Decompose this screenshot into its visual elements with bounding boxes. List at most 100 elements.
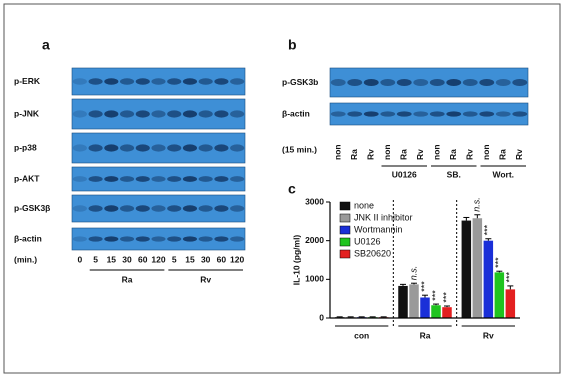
blot-row-label: p-AKT: [14, 173, 40, 183]
blot-band: [104, 176, 119, 182]
blot-band: [88, 205, 103, 212]
annotation: ***: [505, 272, 515, 283]
legend-swatch: [339, 225, 351, 235]
blot-band: [72, 78, 87, 85]
lane-label: 30: [122, 254, 132, 264]
time-label: (15 min.): [282, 144, 317, 154]
blot-band: [88, 110, 103, 118]
annotation: ***: [441, 292, 451, 303]
blot-band: [380, 111, 396, 117]
blot-band: [230, 205, 245, 212]
blot-band: [214, 78, 229, 85]
lane-label: Ra: [498, 149, 508, 160]
lane-label: 60: [217, 254, 227, 264]
group-label: U0126: [392, 169, 417, 179]
blot-band: [198, 78, 213, 85]
lane-label: non: [432, 144, 442, 160]
lane-label: 5: [172, 254, 177, 264]
blot-band: [214, 144, 229, 152]
blot-band: [151, 144, 166, 152]
blot-band: [396, 79, 412, 86]
blot-band: [167, 176, 182, 182]
blot-band: [88, 144, 103, 152]
annotation: ***: [419, 281, 429, 292]
lane-label: Rv: [366, 149, 376, 160]
blot-band: [198, 236, 213, 242]
blot-band: [135, 144, 150, 152]
blot-band: [380, 79, 396, 86]
annotation: n.s.: [408, 266, 418, 281]
x-tick-label: Rv: [483, 330, 494, 340]
lane-label: 0: [77, 254, 82, 264]
panel-label: b: [288, 37, 297, 53]
annotation: ***: [430, 290, 440, 301]
blot-band: [167, 236, 182, 242]
blot-band: [462, 111, 478, 117]
annotation: ***: [483, 225, 493, 236]
lane-label: Ra: [399, 149, 409, 160]
blot-band: [512, 79, 528, 86]
blot-band: [182, 205, 198, 212]
lane-label: 15: [107, 254, 117, 264]
blot-band: [72, 110, 87, 118]
blot-strip: [71, 227, 246, 251]
blot-band: [167, 205, 182, 212]
lane-label: 60: [138, 254, 148, 264]
annotation: n.s.: [472, 197, 482, 212]
bar: [409, 284, 419, 318]
blot-band: [446, 79, 462, 86]
blot-band: [72, 236, 87, 242]
blot-row-label: p-JNK: [14, 108, 40, 118]
blot-band: [396, 111, 412, 117]
legend-label: JNK II inhibitor: [354, 212, 413, 222]
blot-band: [330, 111, 346, 117]
bar: [483, 240, 494, 318]
blot-band: [119, 110, 135, 118]
blot-band: [104, 78, 119, 85]
blot-band: [198, 144, 213, 152]
legend-swatch: [339, 249, 351, 259]
y-tick-label: 2000: [305, 235, 324, 245]
blot-row-label: p-GSK3b: [282, 77, 318, 87]
blot-band: [347, 111, 363, 117]
blot-band: [167, 144, 182, 152]
blot-band: [167, 78, 182, 85]
blot-band: [104, 236, 119, 242]
blot-band: [182, 144, 198, 152]
blot-band: [151, 236, 166, 242]
blot-band: [413, 79, 429, 86]
lane-label: Rv: [415, 149, 425, 160]
panel-label: c: [288, 181, 296, 197]
blot-band: [72, 144, 87, 152]
blot-band: [182, 78, 198, 85]
blot-band: [119, 144, 135, 152]
blot-row-label: β-actin: [282, 108, 310, 118]
blot-band: [135, 176, 150, 182]
bar: [472, 218, 483, 318]
blot-band: [495, 111, 511, 117]
blot-band: [167, 110, 182, 118]
blot-band: [214, 236, 229, 242]
blot-band: [230, 236, 245, 242]
blot-band: [429, 79, 445, 86]
blot-band: [429, 111, 445, 117]
blot-band: [512, 111, 528, 117]
group-label: SB.: [447, 169, 461, 179]
time-label: (min.): [14, 254, 37, 264]
blot-band: [198, 110, 213, 118]
legend-swatch: [339, 213, 351, 223]
lane-label: Rv: [514, 149, 524, 160]
lane-label: Ra: [448, 149, 458, 160]
blot-band: [135, 236, 150, 242]
blot-band: [119, 236, 135, 242]
y-tick-label: 3000: [305, 196, 324, 206]
lane-label: 5: [93, 254, 98, 264]
bar: [494, 272, 505, 318]
group-label: Ra: [122, 274, 133, 284]
blot-band: [72, 176, 87, 182]
bar: [461, 220, 472, 318]
blot-band: [479, 111, 495, 117]
blot-band: [135, 78, 150, 85]
blot-band: [214, 176, 229, 182]
blot-band: [151, 205, 166, 212]
